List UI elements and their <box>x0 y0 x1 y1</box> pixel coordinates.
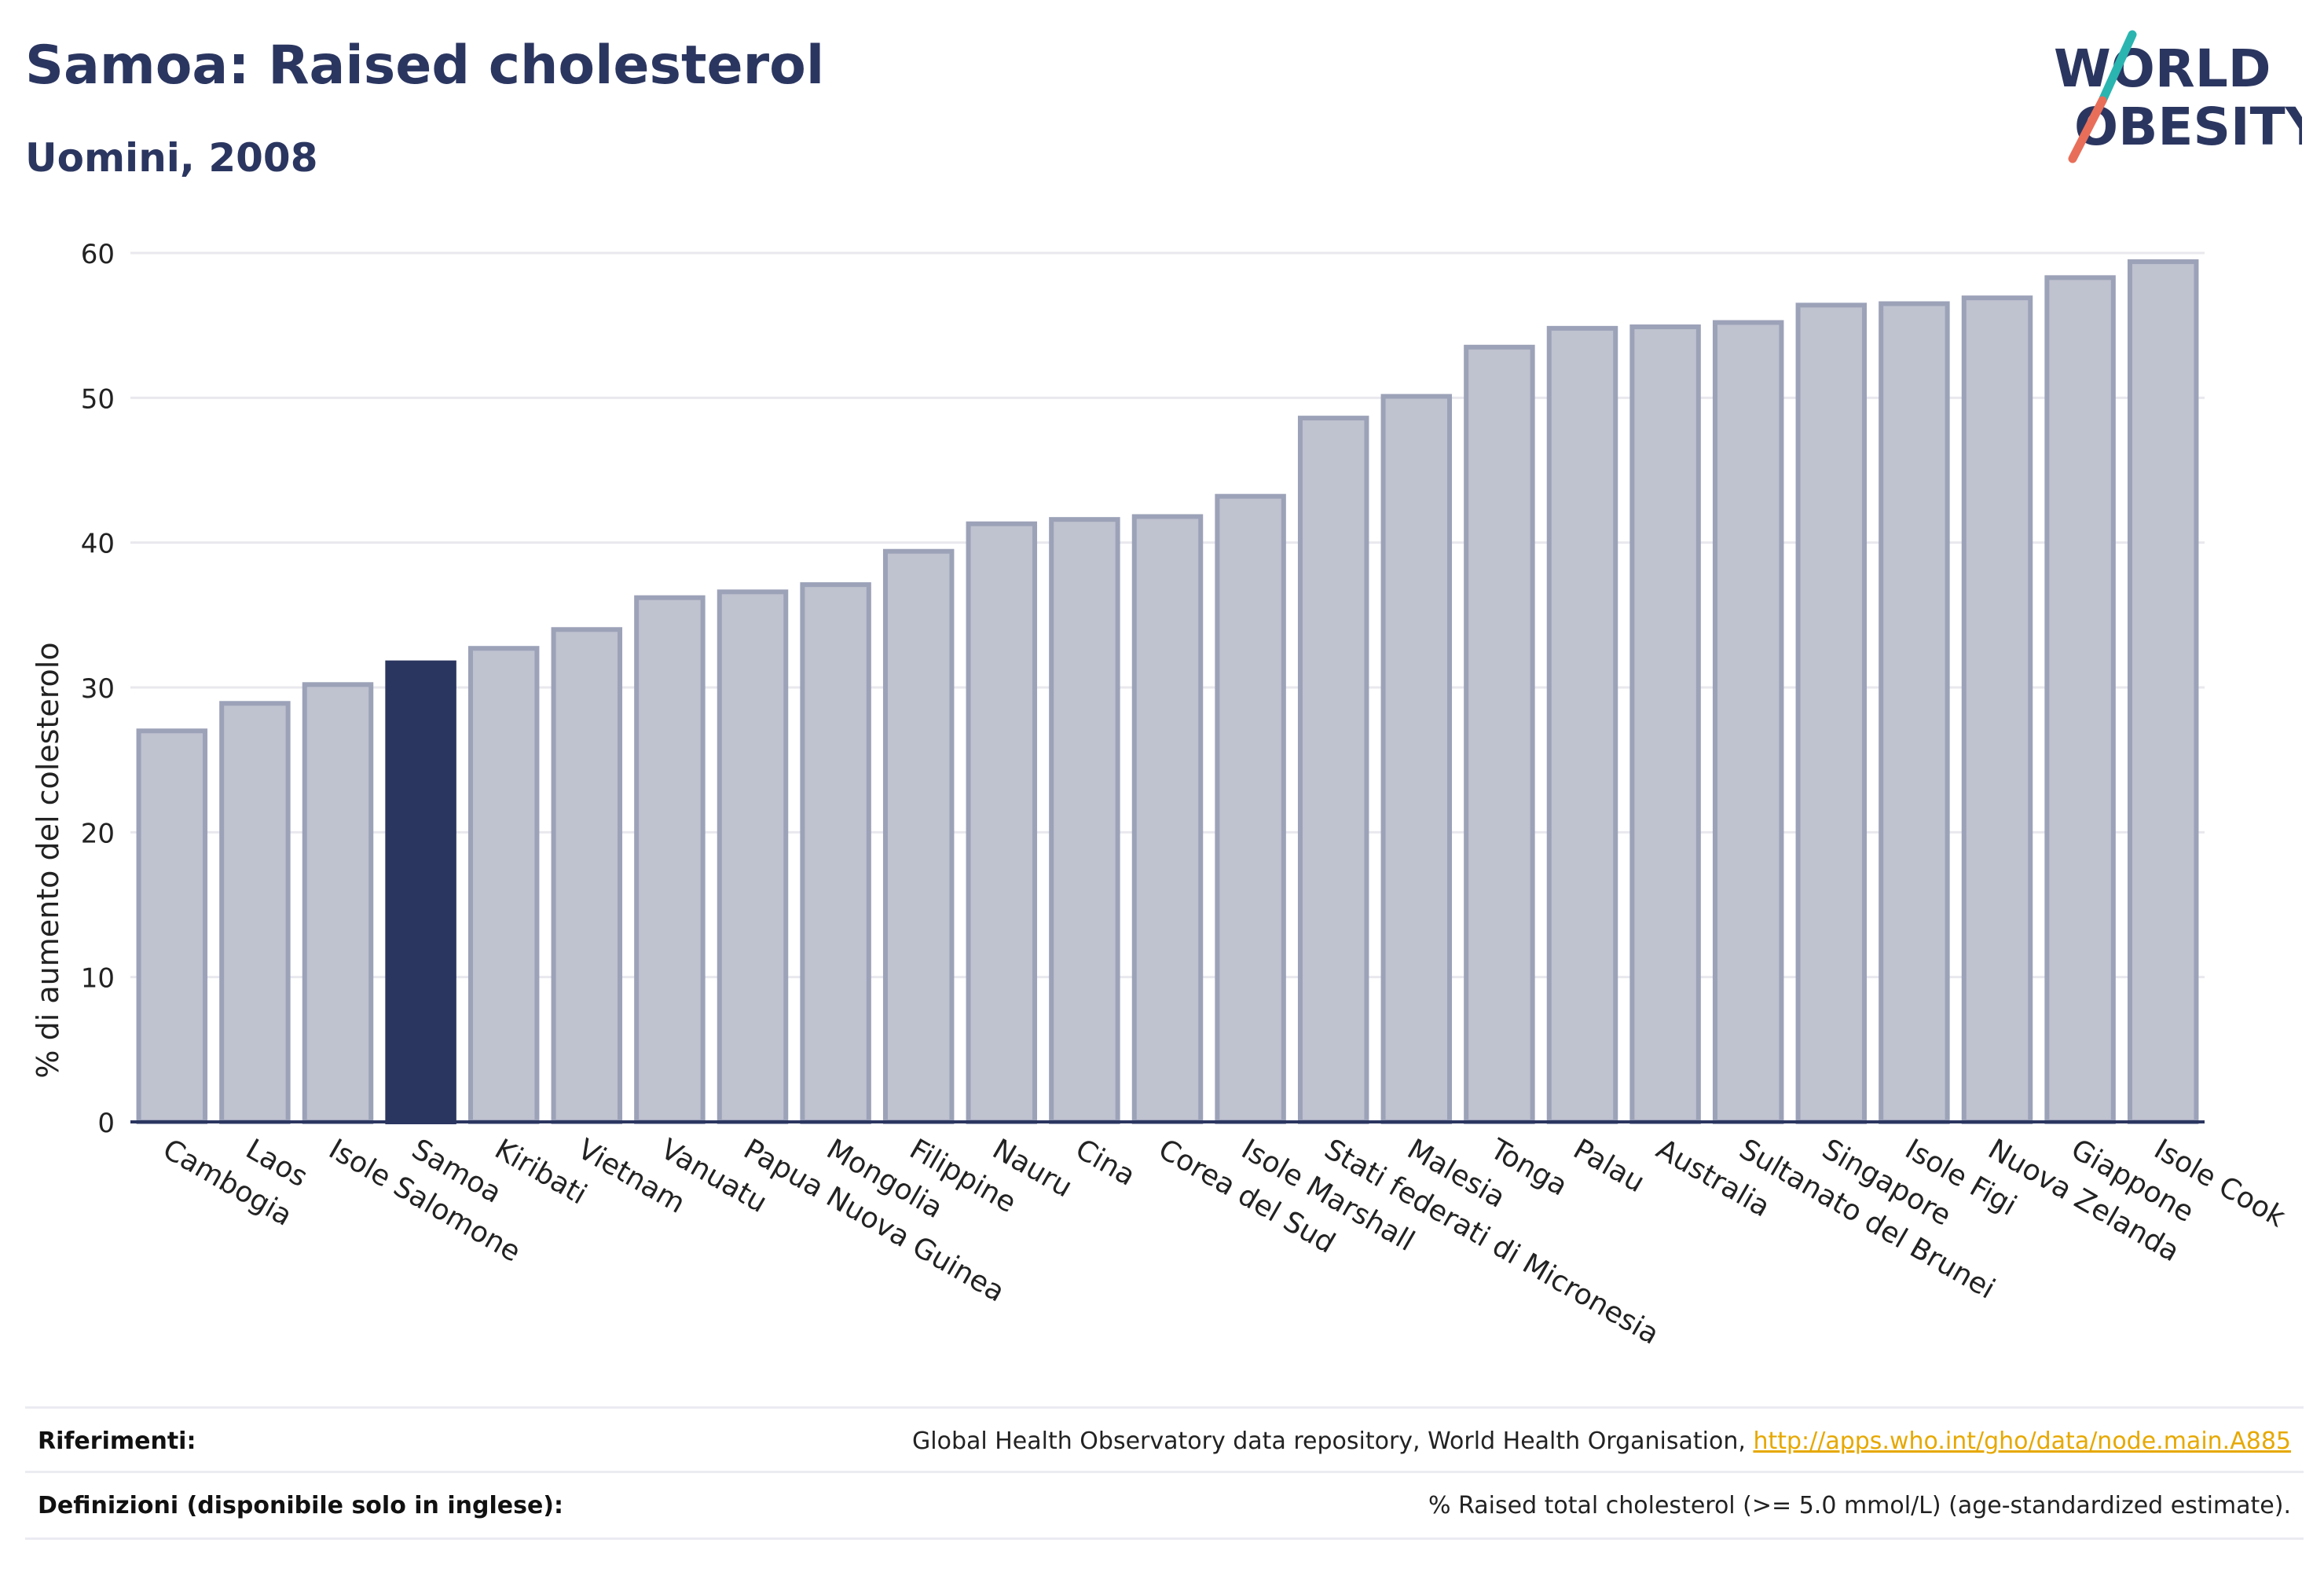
bar-kiribati <box>467 646 540 1124</box>
definitions-label: Definizioni (disponibile solo in inglese… <box>38 1492 563 1519</box>
bar-tonga <box>1464 344 1535 1125</box>
references-link[interactable]: http://apps.who.int/gho/data/node.main.A… <box>1753 1428 2291 1455</box>
bar-samoa <box>385 660 456 1124</box>
bar-sultanato-del-brunei <box>1712 320 1784 1125</box>
y-tick-label: 50 <box>81 383 115 415</box>
references-label: Riferimenti: <box>38 1428 196 1455</box>
chart-title: Samoa: Raised cholesterol <box>25 35 825 97</box>
bar-nauru <box>966 521 1038 1124</box>
world-obesity-logo: WORLD OBESITY <box>2054 30 2302 163</box>
logo-line1: WORLD <box>2054 38 2271 99</box>
references-row: Riferimenti: Global Health Observatory d… <box>25 1406 2304 1473</box>
bar-singapore <box>1795 302 1868 1124</box>
logo-line2: OBESITY <box>2074 97 2302 157</box>
bar-laos <box>219 701 291 1124</box>
bar-vietnam <box>551 627 623 1124</box>
bar-cambogia <box>136 728 208 1124</box>
bars <box>136 259 2199 1125</box>
bar-stati-federati-di-micronesia <box>1297 416 1369 1124</box>
definitions-row: Definizioni (disponibile solo in inglese… <box>25 1471 2304 1540</box>
bar-cina <box>1049 517 1120 1124</box>
x-tick-label: Kiribati <box>489 1133 592 1211</box>
bar-nuova-zelanda <box>1961 295 2033 1125</box>
y-tick-label: 20 <box>81 818 115 849</box>
bar-mongolia <box>800 582 871 1124</box>
logo-slash-coral <box>2068 96 2107 163</box>
bar-australia <box>1629 324 1701 1124</box>
bar-vanuatu <box>634 595 706 1124</box>
chart-subtitle: Uomini, 2008 <box>25 135 318 181</box>
bar-isole-marshall <box>1215 493 1286 1124</box>
y-tick-label: 10 <box>81 963 115 995</box>
y-tick-label: 40 <box>81 529 115 560</box>
x-tick-label: Palau <box>1568 1133 1651 1199</box>
y-tick-label: 30 <box>81 673 115 705</box>
bar-palau <box>1546 325 1618 1124</box>
bar-giappone <box>2044 275 2116 1124</box>
definitions-text: % Raised total cholesterol (>= 5.0 mmol/… <box>1428 1492 2291 1519</box>
references-text: Global Health Observatory data repositor… <box>912 1428 1754 1455</box>
logo-slash-teal <box>2098 30 2137 105</box>
bar-isole-salomone <box>302 682 374 1124</box>
bar-filippine <box>882 548 955 1124</box>
bar-malesia <box>1380 394 1453 1124</box>
bar-isole-figi <box>1879 301 1950 1124</box>
bar-isole-cook <box>2127 259 2199 1124</box>
x-tick-label: Cina <box>1070 1133 1141 1193</box>
y-tick-label: 60 <box>81 239 115 270</box>
references-value: Global Health Observatory data repositor… <box>912 1428 2291 1455</box>
y-axis-label: % di aumento del colesterolo <box>31 642 65 1078</box>
bar-papua-nuova-guinea <box>717 589 789 1124</box>
y-tick-label: 0 <box>97 1108 115 1139</box>
bar-corea-del-sud <box>1131 514 1204 1124</box>
